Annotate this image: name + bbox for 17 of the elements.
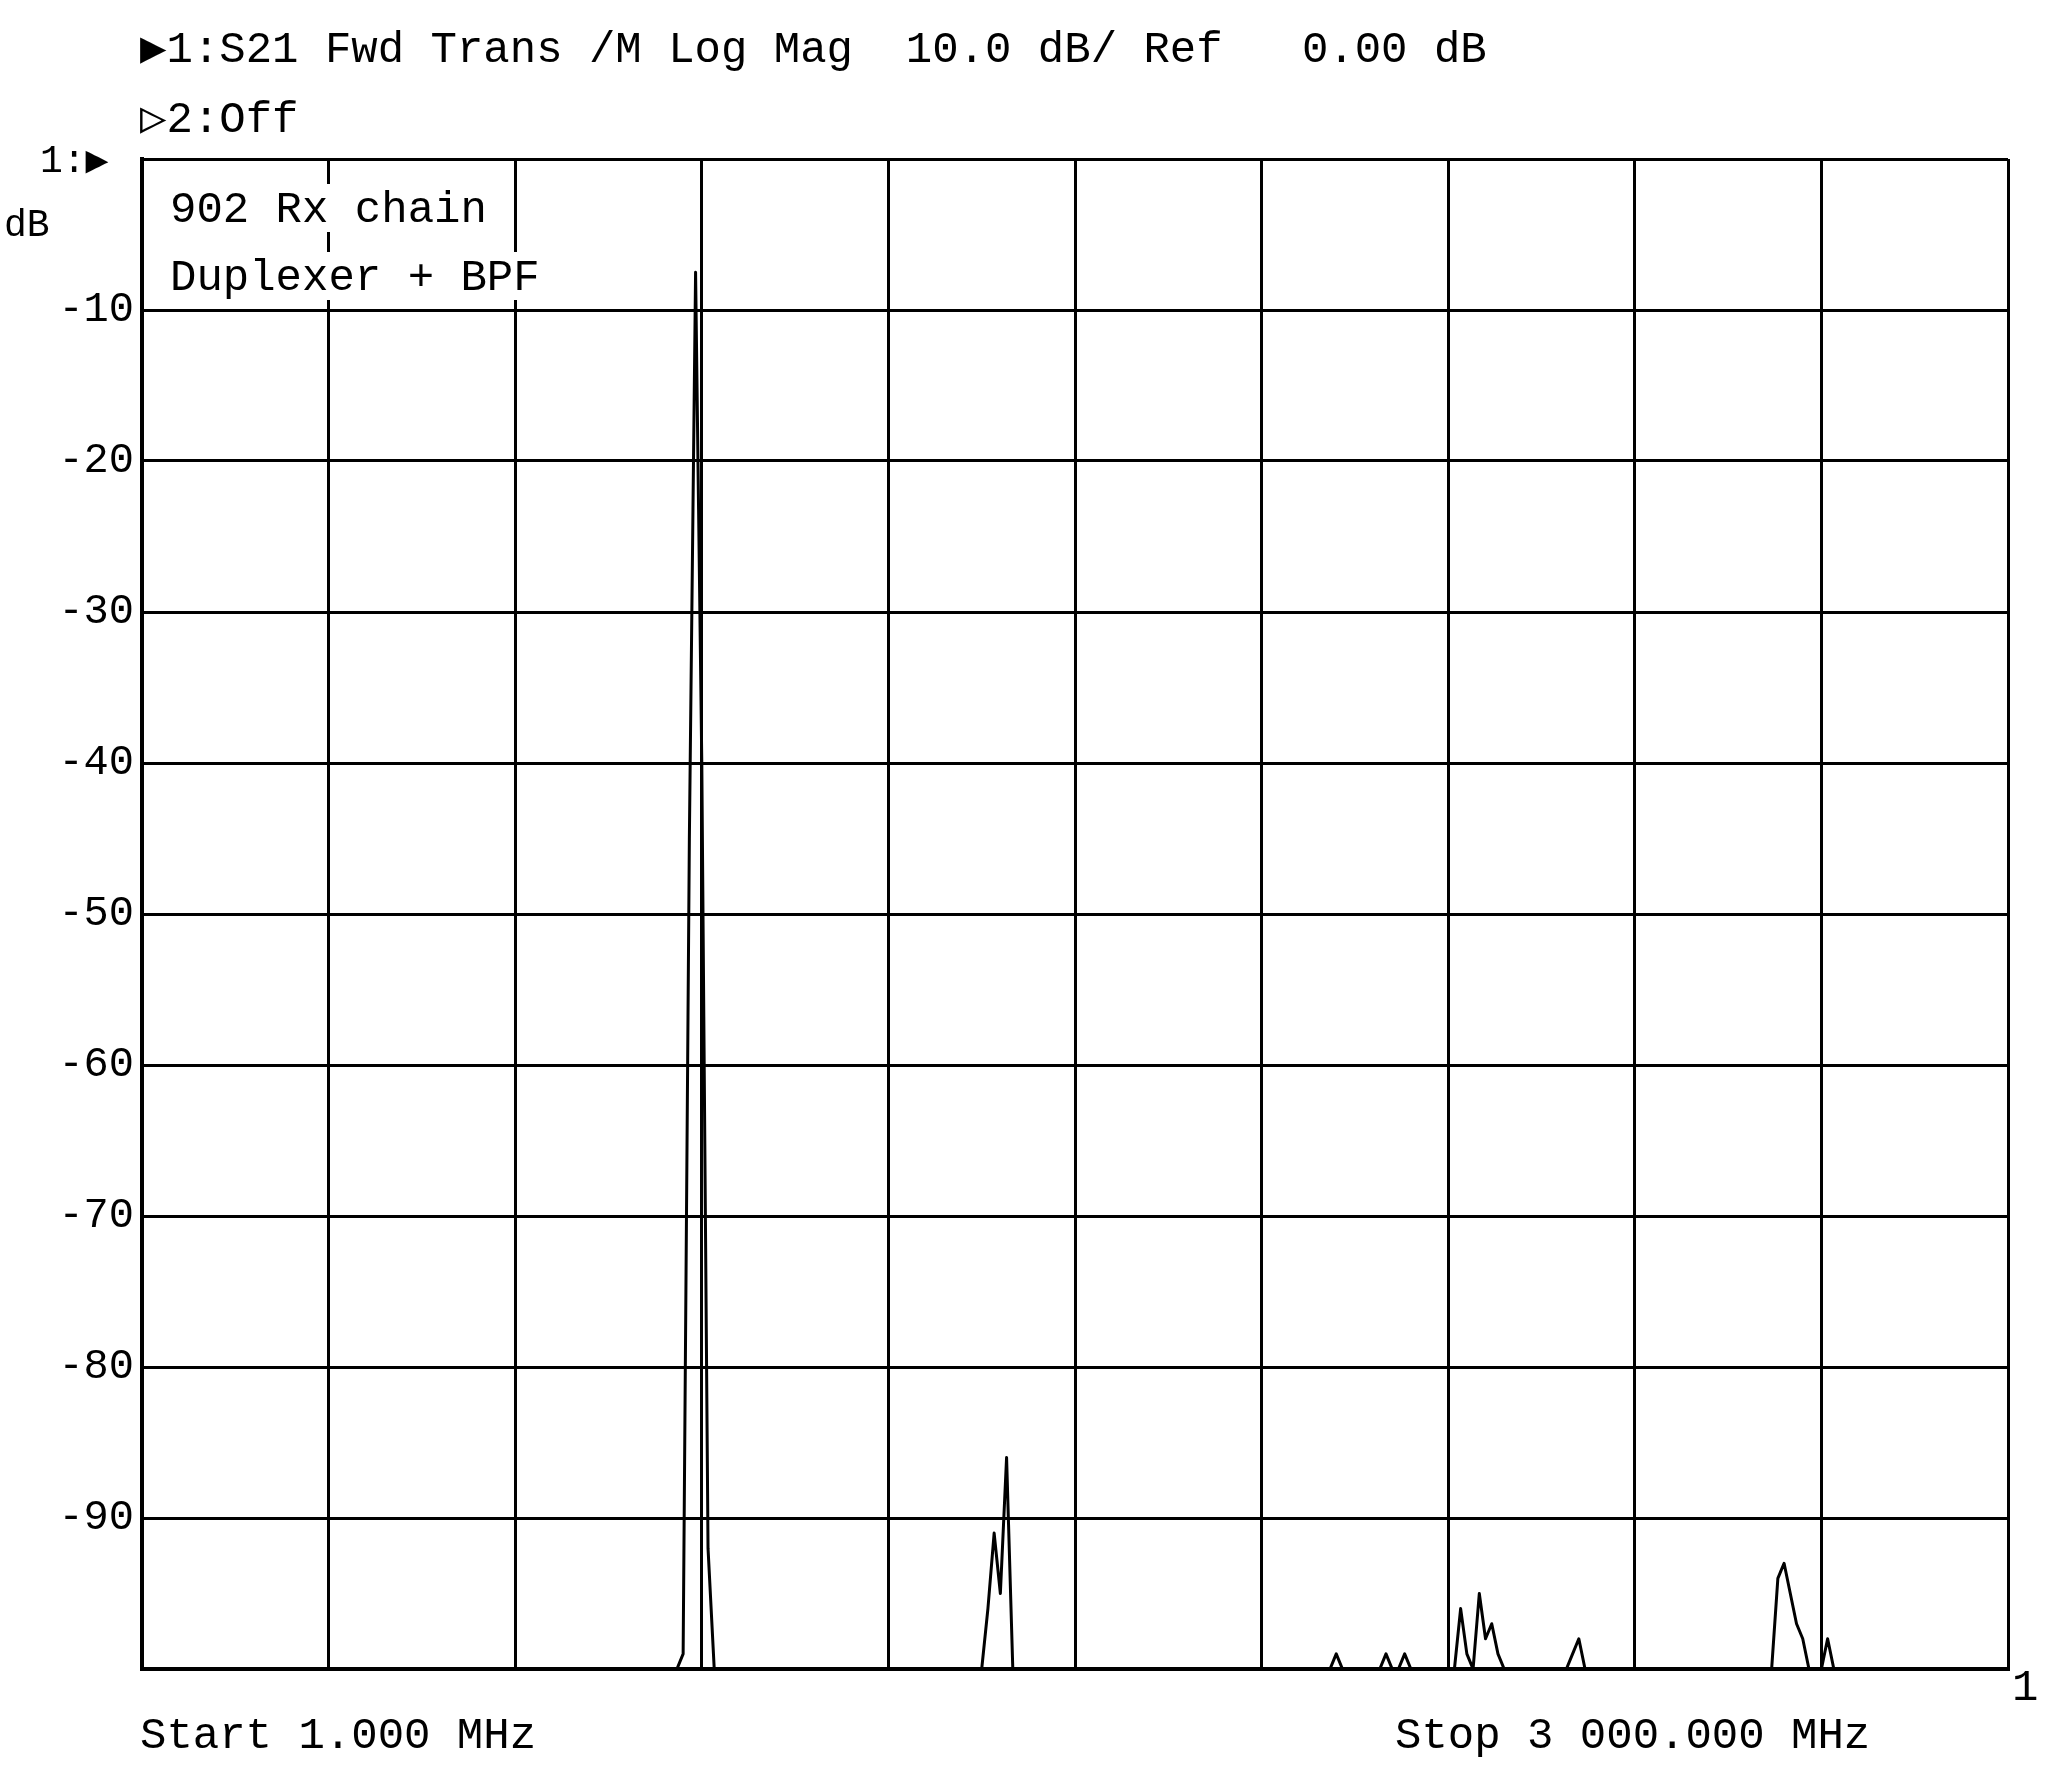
annotation: 902 Rx chain	[170, 185, 487, 235]
y-tick-label: -10	[58, 286, 134, 335]
y-axis-title: 1:▶ dB	[4, 140, 109, 247]
y-tick-label: -20	[58, 437, 134, 486]
annotation: Duplexer + BPF	[170, 253, 540, 303]
y-tick-label: -80	[58, 1343, 134, 1392]
text: 1	[2012, 1663, 2039, 1713]
chart-title: ▶1:S21 Fwd Trans /M Log Mag 10.0 dB/ Ref 0.00 dB	[140, 25, 1487, 75]
y-tick-label: -30	[58, 588, 134, 637]
y-tick-label: -70	[58, 1192, 134, 1241]
text: Start 1.000 MHz	[140, 1711, 537, 1761]
y-tick-label: -60	[58, 1041, 134, 1090]
y-tick-label: -50	[58, 890, 134, 939]
y-tick-label: -90	[58, 1494, 134, 1543]
y-tick-label: -40	[58, 739, 134, 788]
text: Stop 3 000.000 MHz	[1395, 1711, 1871, 1761]
chart-subtitle: ▷2:Off	[140, 95, 299, 145]
